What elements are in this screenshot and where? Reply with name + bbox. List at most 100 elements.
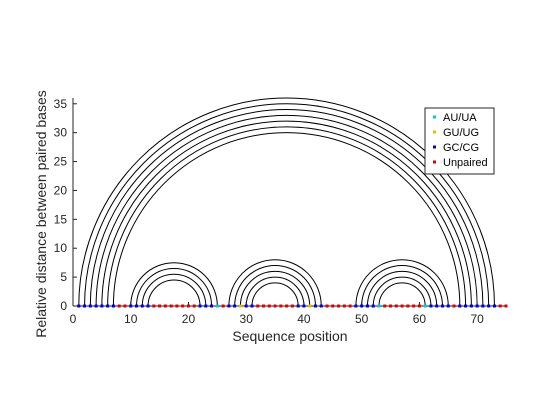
base-marker [319, 304, 323, 308]
base-marker [158, 304, 162, 308]
x-tick-label: 40 [297, 312, 311, 326]
base-marker [417, 304, 421, 308]
base-marker [227, 304, 231, 308]
base-marker [244, 304, 248, 308]
base-marker [215, 304, 219, 308]
base-marker [498, 304, 502, 308]
base-marker [371, 304, 375, 308]
x-axis-label: Sequence position [232, 328, 347, 344]
base-marker [458, 304, 462, 308]
base-markers [77, 304, 508, 308]
x-tick-label: 70 [470, 312, 484, 326]
base-marker [360, 304, 364, 308]
base-marker [146, 304, 150, 308]
base-marker [464, 304, 468, 308]
base-marker [365, 304, 369, 308]
legend-entry-label: GU/UG [443, 127, 479, 139]
axes: 0 10 20 30 40 50 60 70 0 5 10 15 20 25 30 35 [54, 97, 506, 326]
x-tick-label: 50 [355, 312, 369, 326]
base-marker [83, 304, 87, 308]
base-marker [129, 304, 133, 308]
base-marker [348, 304, 352, 308]
base-marker [302, 304, 306, 308]
pair-arc [107, 126, 467, 307]
y-tick-label: 30 [54, 126, 68, 140]
base-marker [186, 304, 190, 308]
base-marker [175, 304, 179, 308]
base-marker [429, 304, 433, 308]
base-marker [400, 304, 404, 308]
base-marker [233, 304, 237, 308]
base-marker [192, 304, 196, 308]
base-marker [487, 304, 491, 308]
base-marker [423, 304, 427, 308]
base-marker [152, 304, 156, 308]
pair-arc [355, 259, 449, 307]
base-marker [262, 304, 266, 308]
pair-arc [95, 115, 478, 307]
base-marker [394, 304, 398, 308]
base-marker [88, 304, 92, 308]
base-marker [475, 304, 479, 308]
base-marker [117, 304, 121, 308]
base-marker [169, 304, 173, 308]
pair-arc [372, 276, 432, 307]
x-tick-label: 60 [413, 312, 427, 326]
y-tick-label: 5 [60, 270, 67, 284]
pair-arc [245, 276, 305, 307]
base-marker [204, 304, 208, 308]
y-tick-label: 0 [60, 299, 67, 313]
base-marker [238, 304, 242, 308]
base-marker [377, 304, 381, 308]
y-axis-label: Relative distance between paired bases [33, 90, 49, 338]
base-marker [504, 304, 508, 308]
pair-arc [147, 279, 201, 307]
base-marker [221, 304, 225, 308]
base-marker [290, 304, 294, 308]
base-marker [285, 304, 289, 308]
legend-swatch [433, 115, 436, 119]
base-marker [100, 304, 104, 308]
base-marker [140, 304, 144, 308]
legend-entry-label: GC/CG [443, 142, 479, 154]
y-tick-label: 35 [54, 97, 68, 111]
legend-swatch [433, 160, 436, 164]
base-marker [342, 304, 346, 308]
pair-arc [378, 282, 426, 307]
pair-arc [228, 259, 322, 307]
pair-arc [361, 265, 443, 307]
x-tick-label: 0 [70, 312, 77, 326]
pair-arc [89, 109, 484, 307]
base-marker [135, 304, 139, 308]
base-marker [389, 304, 393, 308]
pair-arcs [78, 97, 495, 307]
base-marker [181, 304, 185, 308]
base-marker [446, 304, 450, 308]
pair-arc [112, 132, 461, 307]
legend-swatch [433, 145, 436, 149]
base-marker [308, 304, 312, 308]
base-marker [452, 304, 456, 308]
base-marker [383, 304, 387, 308]
pair-arc [130, 262, 218, 307]
legend-swatch [433, 130, 436, 134]
base-marker [492, 304, 496, 308]
base-marker [313, 304, 317, 308]
pair-arc [251, 282, 299, 307]
pair-arc [101, 121, 472, 307]
y-tick-label: 10 [54, 241, 68, 255]
base-marker [279, 304, 283, 308]
base-marker [94, 304, 98, 308]
pair-arc [366, 270, 438, 307]
base-marker [111, 304, 115, 308]
base-marker [406, 304, 410, 308]
legend-entry-label: Unpaired [443, 157, 488, 169]
base-marker [106, 304, 110, 308]
base-marker [325, 304, 329, 308]
base-marker [123, 304, 127, 308]
base-marker [412, 304, 416, 308]
base-marker [250, 304, 254, 308]
legend: AU/UA GU/UG GC/CG Unpaired [424, 107, 495, 175]
